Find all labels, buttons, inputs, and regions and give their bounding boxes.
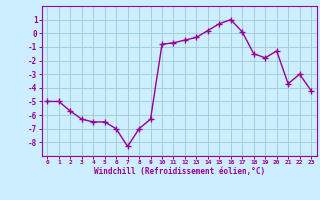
X-axis label: Windchill (Refroidissement éolien,°C): Windchill (Refroidissement éolien,°C) bbox=[94, 167, 265, 176]
